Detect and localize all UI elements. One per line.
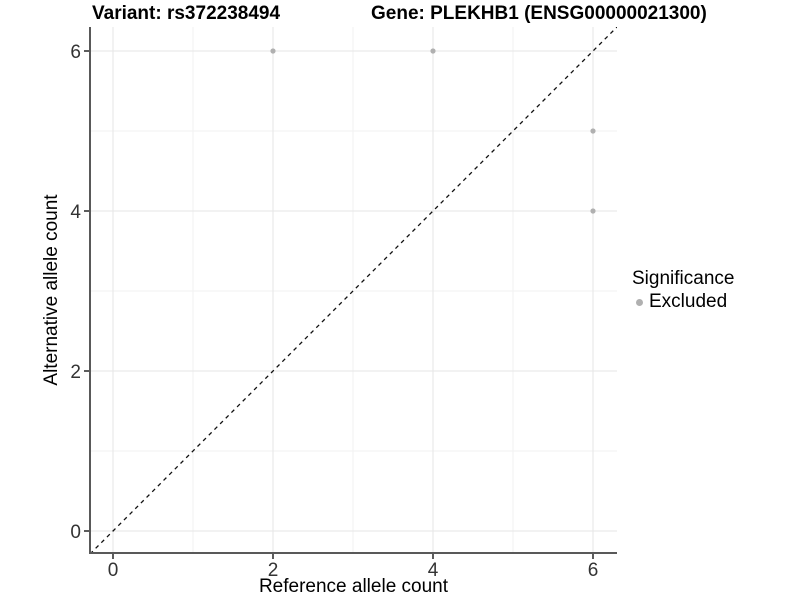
x-axis-title: Reference allele count [258, 576, 449, 597]
y-axis-title: Alternative allele count [41, 194, 62, 386]
legend: Significance Excluded [632, 268, 734, 313]
grid-major [90, 27, 617, 553]
data-point [430, 48, 436, 54]
y-tick-labels: 0 2 4 6 [70, 42, 81, 543]
grid-minor [90, 27, 617, 553]
x-tick-label: 4 [428, 560, 439, 581]
tick-marks [84, 50, 594, 559]
legend-title: Significance [632, 268, 735, 289]
data-point [590, 128, 596, 134]
x-tick-label: 2 [268, 560, 279, 581]
variant-title: Variant: rs372238494 [92, 3, 281, 24]
data-point [270, 48, 276, 54]
axis-lines [89, 27, 617, 554]
y-tick-label: 6 [70, 42, 81, 63]
x-tick-labels: 0 2 4 6 [108, 560, 599, 581]
legend-point-icon [636, 298, 643, 306]
series-excluded [270, 48, 596, 214]
x-tick-label: 6 [588, 560, 599, 581]
x-tick-label: 0 [108, 560, 119, 581]
y-tick-label: 0 [70, 522, 81, 543]
legend-item-excluded: Excluded [636, 291, 734, 313]
y-tick-label: 2 [70, 362, 81, 383]
legend-item-label: Excluded [649, 291, 728, 312]
data-point [590, 208, 596, 214]
y-tick-label: 4 [70, 202, 81, 223]
gene-title: Gene: PLEKHB1 (ENSG00000021300) [371, 3, 707, 24]
